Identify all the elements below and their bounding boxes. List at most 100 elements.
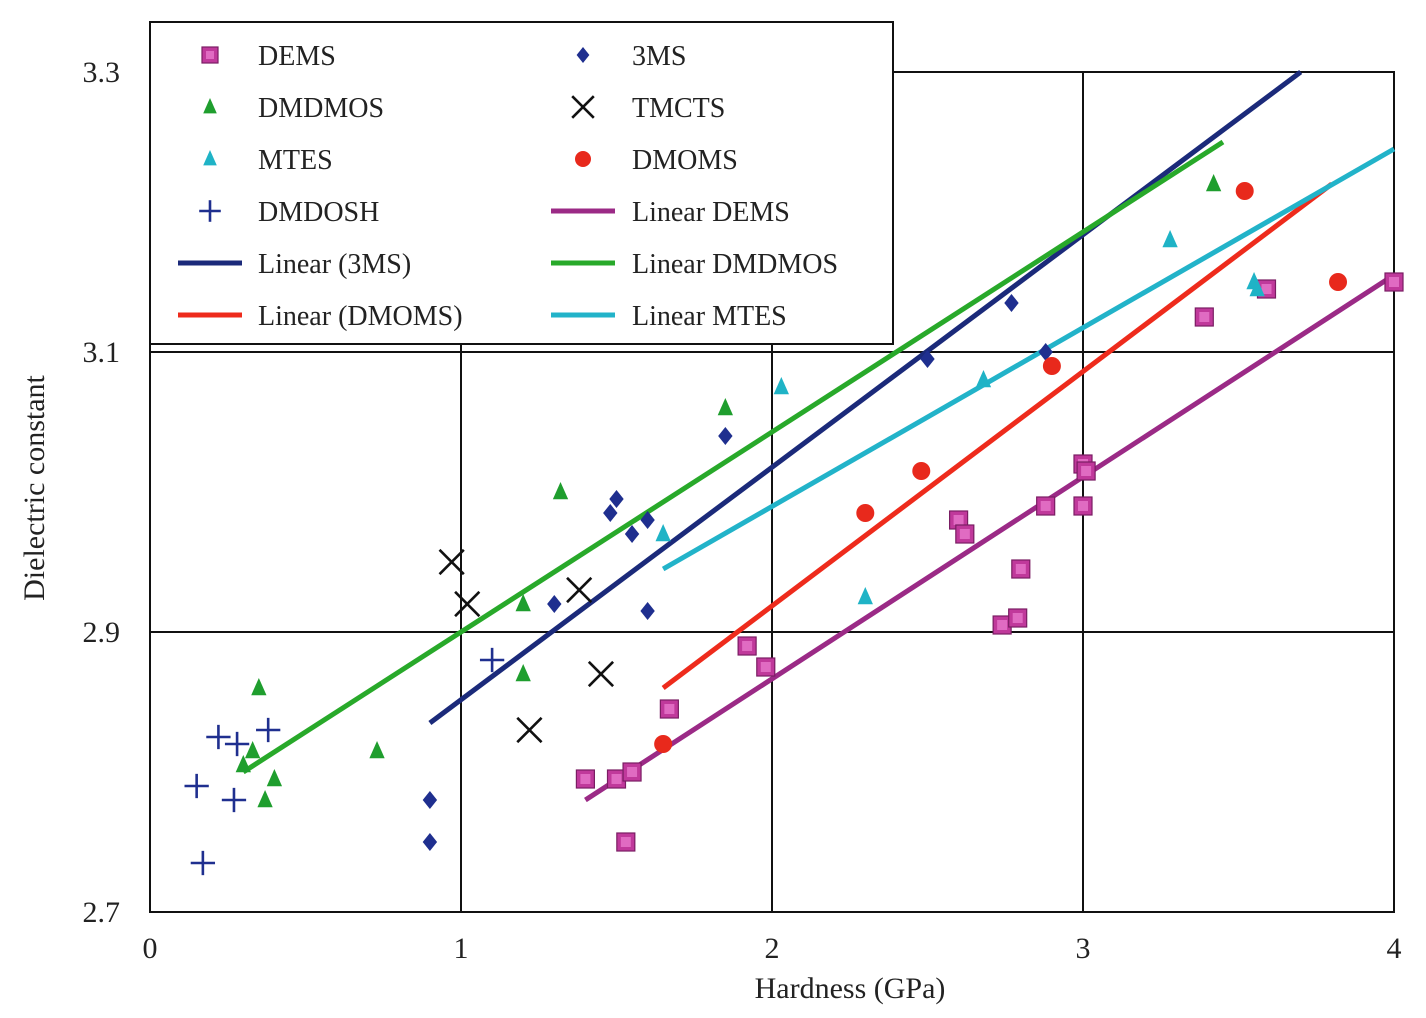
point-dems [659, 699, 679, 719]
point-tmcts [566, 576, 593, 604]
legend-label: DMDMOS [258, 93, 384, 124]
point-dmdmos [266, 769, 283, 787]
point-dems [575, 769, 596, 789]
legend-item-linear-dmoms: Linear (DMOMS) [178, 301, 463, 332]
legend: DEMS DMDMOS MTES DMDOSH Linear (3MS) Linear (… [149, 21, 894, 345]
point-dmoms [912, 462, 931, 480]
point-3ms [640, 511, 655, 529]
legend-label: DMOMS [632, 145, 738, 176]
point-3ms [640, 602, 655, 620]
x-tick-label: 2 [765, 932, 780, 965]
legend-item-linear-mtes: Linear MTES [551, 301, 787, 332]
point-mtes [655, 524, 671, 542]
point-3ms [1004, 294, 1019, 312]
legend-item-linear-dmdmos: Linear DMDMOS [551, 249, 838, 280]
trend-line-linear-dmdmos [241, 139, 1225, 775]
trend-line-linear-3ms [428, 69, 1303, 726]
point-dmdmos [257, 790, 273, 808]
legend-label: DEMS [258, 41, 336, 72]
legend-item-dmoms: DMOMS [575, 145, 738, 176]
point-dmdmos [244, 741, 261, 759]
point-dmdmos [515, 664, 531, 682]
axes: 0 1 2 3 4 2.7 2.9 3.1 3.3 [83, 56, 1402, 965]
point-dmoms [1042, 357, 1061, 375]
y-tick-label: 2.7 [83, 896, 121, 929]
legend-label: Linear DMDMOS [632, 249, 838, 280]
point-dmdmos [1205, 174, 1222, 192]
legend-label: DMDOSH [258, 197, 379, 228]
point-dems [1384, 272, 1404, 292]
legend-item-dems: DEMS [201, 41, 336, 72]
point-mtes [773, 377, 789, 395]
point-dems [1008, 608, 1028, 628]
point-dems [1036, 496, 1056, 516]
legend-item-mtes: MTES [203, 145, 333, 176]
point-dems [737, 636, 757, 656]
y-axis-title: Dielectric constant [18, 374, 51, 600]
trend-line-linear-dmoms [661, 182, 1334, 690]
point-tmcts [438, 548, 465, 576]
point-tmcts [587, 660, 615, 688]
point-dmdmos [251, 678, 267, 696]
legend-swatch [571, 95, 595, 119]
y-tick-label: 2.9 [83, 616, 121, 649]
legend-label: TMCTS [632, 93, 725, 124]
legend-item-dmdmos: DMDMOS [203, 93, 384, 124]
point-3ms [624, 525, 640, 543]
point-dmdosh [224, 731, 250, 757]
legend-item-dmdosh: DMDOSH [199, 197, 379, 228]
legend-label: Linear (DMOMS) [258, 301, 463, 332]
point-dmdosh [184, 773, 209, 799]
legend-item-linear-3ms: Linear (3MS) [178, 249, 411, 280]
trend-lines [241, 69, 1396, 803]
point-3ms [718, 427, 733, 445]
point-3ms [603, 504, 618, 522]
legend-label: MTES [258, 145, 333, 176]
point-mtes [1162, 230, 1178, 248]
legend-swatch [576, 47, 590, 63]
legend-label: Linear MTES [632, 301, 787, 332]
point-dems [616, 832, 636, 852]
y-tick-label: 3.3 [83, 56, 121, 89]
point-dmdosh [479, 647, 505, 673]
legend-swatch [203, 150, 217, 166]
point-dmoms [1235, 182, 1254, 200]
point-3ms [920, 350, 935, 368]
point-dems [1011, 559, 1031, 579]
point-dmdmos [515, 594, 531, 612]
point-3ms [422, 833, 438, 851]
point-dmdosh [206, 724, 231, 750]
point-dmdosh [221, 787, 247, 813]
point-tmcts [454, 590, 481, 618]
legend-box [149, 21, 894, 345]
point-dems [756, 657, 776, 677]
point-dmdmos [235, 755, 251, 773]
point-mtes [975, 370, 992, 388]
legend-swatch [199, 200, 221, 222]
point-dmdmos [369, 741, 385, 759]
x-tick-label: 4 [1387, 932, 1402, 965]
legend-item-tmcts: TMCTS [571, 93, 725, 124]
legend-item-3ms: 3MS [576, 41, 686, 72]
point-dems [1194, 307, 1214, 327]
point-dems [622, 762, 642, 782]
trend-line-linear-dems [584, 272, 1396, 803]
point-dmdmos [717, 398, 733, 416]
point-dmoms [654, 735, 673, 753]
point-3ms [422, 791, 438, 809]
legend-swatch [203, 98, 217, 114]
x-tick-label: 3 [1076, 932, 1091, 965]
point-3ms [609, 490, 624, 508]
point-mtes [857, 587, 873, 605]
point-tmcts [516, 716, 543, 744]
legend-item-linear-dems: Linear DEMS [551, 197, 790, 228]
x-tick-label: 0 [143, 932, 158, 965]
point-dems [955, 524, 975, 544]
point-dmdosh [256, 717, 281, 743]
x-tick-label: 1 [454, 932, 469, 965]
point-3ms [1038, 343, 1053, 361]
point-mtes [1249, 279, 1265, 297]
point-dems [1073, 496, 1093, 516]
legend-label: 3MS [632, 41, 686, 72]
